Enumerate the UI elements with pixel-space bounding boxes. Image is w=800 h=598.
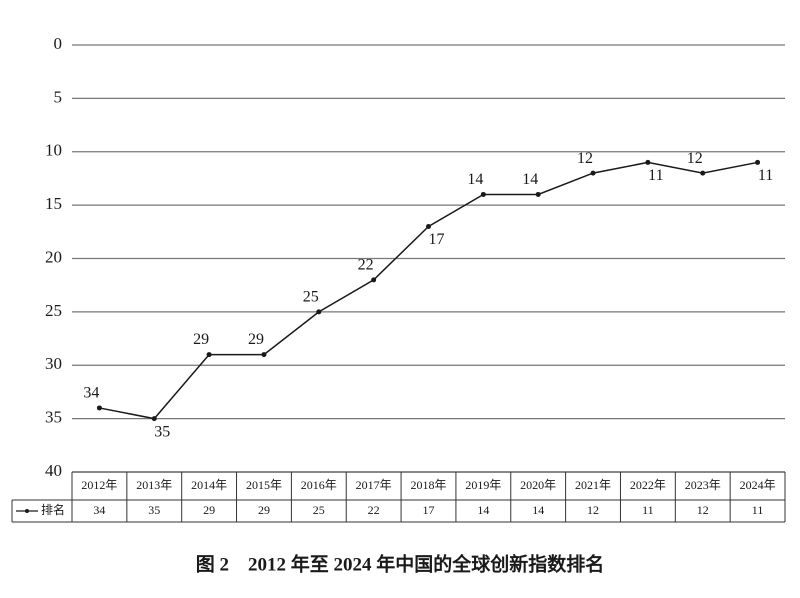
data-label: 14 bbox=[467, 171, 483, 188]
series-line bbox=[99, 161, 758, 420]
data-point bbox=[700, 170, 706, 176]
data-label: 11 bbox=[648, 167, 663, 184]
table-value: 29 bbox=[203, 503, 215, 517]
table-category: 2014年 bbox=[191, 478, 227, 492]
table-category: 2013年 bbox=[136, 478, 172, 492]
table-value: 35 bbox=[148, 503, 160, 517]
table-value: 22 bbox=[368, 503, 380, 517]
data-point bbox=[755, 159, 761, 165]
table-category: 2020年 bbox=[520, 478, 556, 492]
table-value: 11 bbox=[642, 503, 654, 517]
table-category: 2024年 bbox=[740, 478, 776, 492]
y-tick-label: 5 bbox=[54, 87, 63, 106]
data-point bbox=[480, 191, 486, 197]
data-point bbox=[261, 352, 267, 358]
y-tick-label: 10 bbox=[45, 141, 62, 160]
table-value: 34 bbox=[93, 503, 105, 517]
data-label: 25 bbox=[303, 289, 319, 306]
data-point bbox=[371, 277, 377, 283]
data-point bbox=[206, 352, 212, 358]
y-tick-label: 35 bbox=[45, 408, 62, 427]
data-point bbox=[535, 191, 541, 197]
data-label: 29 bbox=[248, 331, 264, 348]
data-label: 22 bbox=[358, 257, 374, 274]
table-value: 29 bbox=[258, 503, 270, 517]
table-category: 2022年 bbox=[630, 478, 666, 492]
legend-marker bbox=[25, 509, 29, 513]
table-category: 2015年 bbox=[246, 478, 282, 492]
data-point bbox=[426, 223, 431, 229]
data-point bbox=[645, 159, 651, 165]
data-label: 12 bbox=[687, 150, 703, 167]
y-tick-label: 0 bbox=[54, 34, 63, 53]
legend-label: 排名 bbox=[41, 502, 65, 517]
table-category: 2023年 bbox=[685, 478, 721, 492]
y-tick-label: 25 bbox=[45, 301, 62, 320]
y-tick-label: 20 bbox=[45, 247, 62, 266]
data-label: 11 bbox=[758, 167, 773, 184]
table-value: 12 bbox=[697, 503, 709, 517]
table-category: 2018年 bbox=[410, 478, 446, 492]
data-point bbox=[316, 309, 322, 315]
chart-title: 图 2 2012 年至 2024 年中国的全球创新指数排名 bbox=[196, 552, 605, 575]
y-tick-label: 40 bbox=[45, 461, 62, 480]
data-label: 29 bbox=[193, 331, 209, 348]
table-value: 14 bbox=[477, 503, 489, 517]
table-value: 11 bbox=[752, 503, 764, 517]
data-label: 34 bbox=[83, 385, 99, 402]
table-value: 14 bbox=[532, 503, 544, 517]
table-value: 12 bbox=[587, 503, 599, 517]
data-point bbox=[96, 405, 102, 411]
table-category: 2016年 bbox=[301, 478, 337, 492]
data-label: 17 bbox=[429, 231, 445, 248]
table-category: 2017年 bbox=[356, 478, 392, 492]
table-category: 2021年 bbox=[575, 478, 611, 492]
y-tick-label: 15 bbox=[45, 194, 62, 213]
data-point bbox=[590, 170, 596, 176]
table-category: 2019年 bbox=[465, 478, 501, 492]
table-value: 25 bbox=[313, 503, 325, 517]
y-tick-label: 30 bbox=[45, 354, 62, 373]
data-label: 35 bbox=[154, 423, 170, 440]
table-value: 17 bbox=[423, 503, 435, 517]
data-label: 12 bbox=[577, 150, 593, 167]
data-label: 14 bbox=[522, 171, 538, 188]
data-point bbox=[151, 416, 157, 422]
table-category: 2012年 bbox=[81, 478, 117, 492]
